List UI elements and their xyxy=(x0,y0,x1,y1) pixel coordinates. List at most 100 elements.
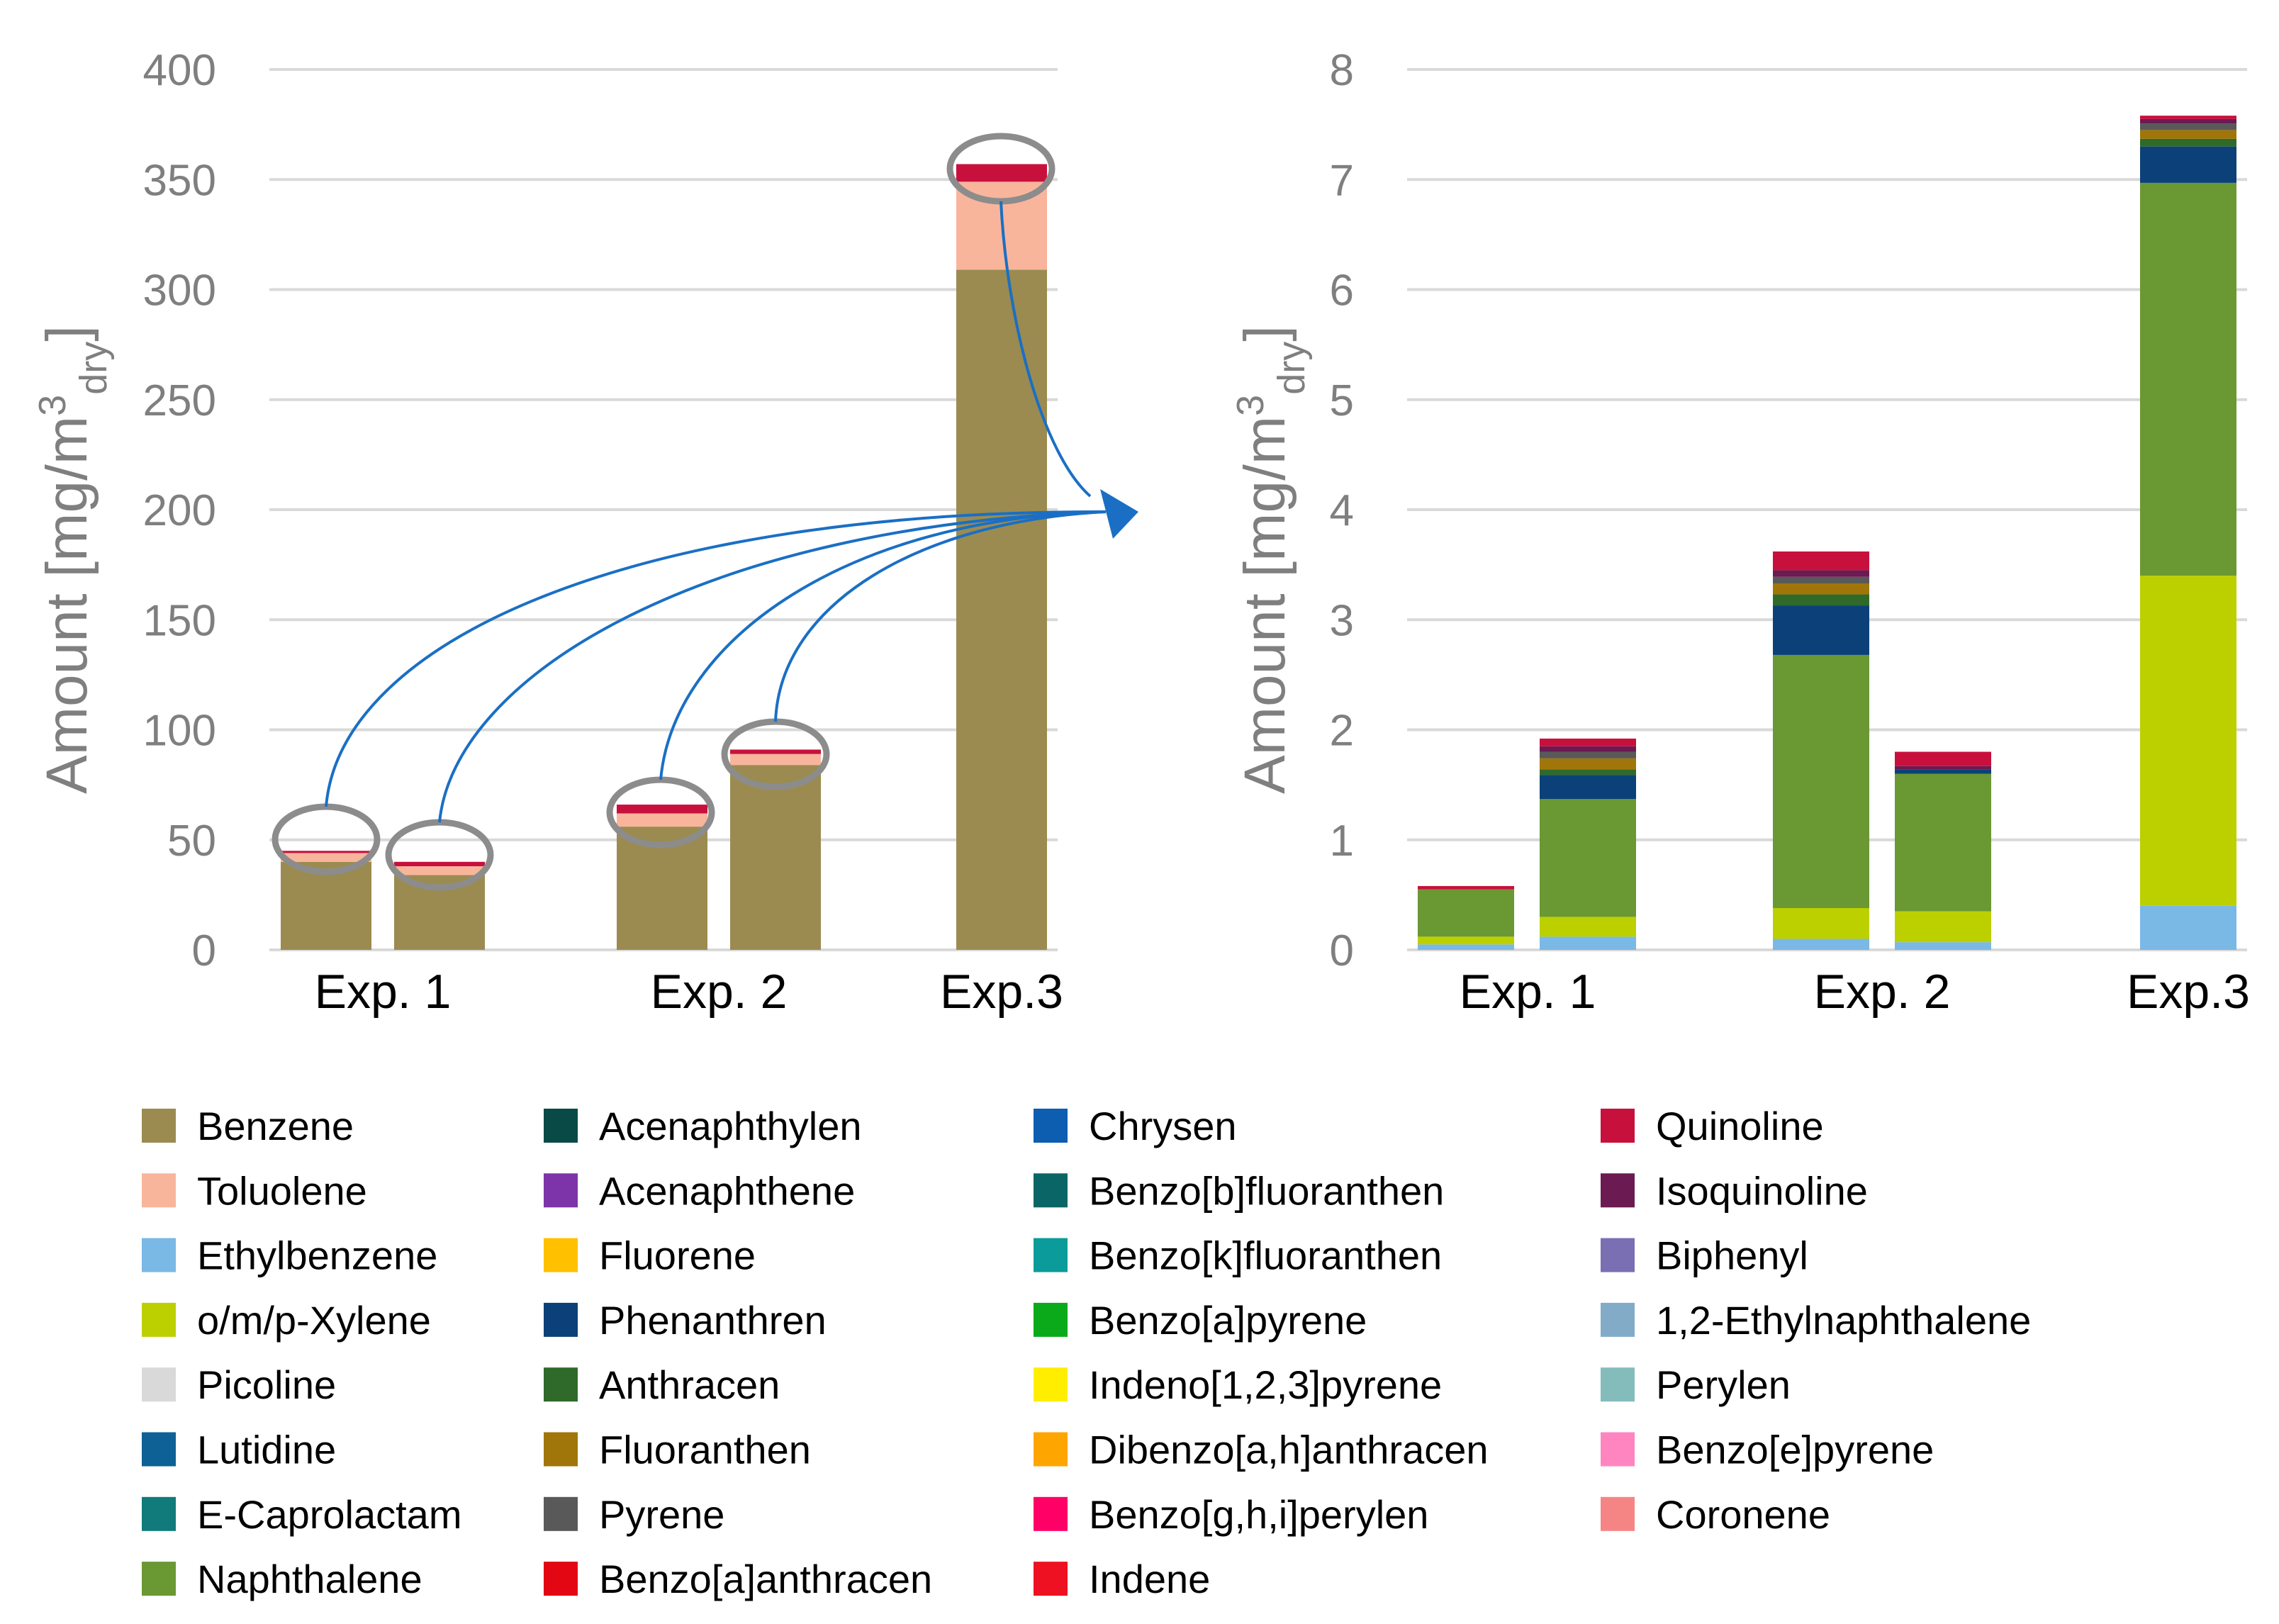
legend-item: Phenanthren xyxy=(544,1298,827,1343)
legend-item: Pyrene xyxy=(544,1492,724,1537)
bar-segment-quinoline xyxy=(1773,551,1869,571)
x-category-label: Exp. 2 xyxy=(1814,965,1951,1019)
y-tick-label: 7 xyxy=(1330,156,1354,205)
bar-segment-toluolene xyxy=(394,866,485,875)
bar-segment-quinoline xyxy=(1895,751,1991,766)
stacked-bar xyxy=(1773,551,1869,950)
connector-exp1-bar1 xyxy=(325,510,1107,807)
legend-label: Picoline xyxy=(197,1362,336,1407)
connector-exp1-bar2 xyxy=(438,510,1107,823)
legend-item: Dibenzo[a,h]anthracen xyxy=(1034,1428,1489,1472)
bar-segment-benzene xyxy=(730,765,821,950)
legend-item: Acenaphthene xyxy=(544,1168,855,1213)
legend-label: 1,2-Ethylnaphthalene xyxy=(1656,1298,2031,1343)
annotation-arrows xyxy=(325,201,1138,823)
legend-swatch xyxy=(1034,1109,1068,1143)
legend-item: Picoline xyxy=(142,1362,336,1407)
bar-segment-naphthalene xyxy=(1895,773,1991,912)
legend-swatch xyxy=(142,1432,176,1467)
stacked-bar xyxy=(2140,116,2236,950)
bar-segment-phenanthren xyxy=(1773,605,1869,655)
legend-item: Anthracen xyxy=(544,1362,780,1407)
legend-label: Ethylbenzene xyxy=(197,1233,437,1278)
legend-swatch xyxy=(544,1173,578,1208)
bar-segment-fluoranthen xyxy=(2140,130,2236,139)
bar-segment-anthracen xyxy=(1773,594,1869,606)
bar-segment-isoquinoline xyxy=(1540,746,1636,752)
stacked-bar xyxy=(730,749,821,950)
legend-label: Toluolene xyxy=(197,1168,367,1213)
y-tick-label: 4 xyxy=(1330,486,1354,535)
right-y-axis-label: Amount [mg/m3dry] xyxy=(1229,325,1313,794)
legend-swatch xyxy=(1034,1302,1068,1337)
x-category-label: Exp. 2 xyxy=(651,965,788,1019)
bar-segment-quinoline xyxy=(1418,885,1514,890)
stacked-bar xyxy=(1418,885,1514,950)
legend-swatch xyxy=(1034,1173,1068,1208)
bar-segment-fluoranthen xyxy=(1540,758,1636,770)
right-bars xyxy=(1418,116,2236,950)
legend-item: Acenaphthylen xyxy=(544,1104,862,1148)
legend-label: Benzo[k]fluoranthen xyxy=(1089,1233,1442,1278)
y-tick-label: 8 xyxy=(1330,46,1354,95)
legend-label: Anthracen xyxy=(599,1362,780,1407)
bar-segment-naphthalene xyxy=(2140,182,2236,576)
legend-item: o/m/p-Xylene xyxy=(142,1298,431,1343)
legend-item: Chrysen xyxy=(1034,1104,1237,1148)
bar-segment-toluolene xyxy=(617,813,707,827)
bar-segment-pyrene xyxy=(2140,123,2236,130)
bar-segment-o-m-p-xylene xyxy=(1773,908,1869,939)
legend-label: Perylen xyxy=(1656,1362,1791,1407)
legend-label: Isoquinoline xyxy=(1656,1168,1868,1213)
bar-segment-pyrene xyxy=(1773,576,1869,584)
stacked-bar xyxy=(1540,738,1636,950)
legend-item: E-Caprolactam xyxy=(142,1492,461,1537)
legend: Benzene Toluolene Ethylbenzene o/m/p-Xylene… xyxy=(142,1104,2031,1601)
bar-segment-phenanthren xyxy=(2140,146,2236,183)
connector-exp3 xyxy=(999,201,1092,498)
connector-exp2-bar1 xyxy=(659,510,1107,780)
bar-segment-isoquinoline xyxy=(1773,570,1869,577)
y-tick-label: 0 xyxy=(192,926,216,975)
legend-item: Naphthalene xyxy=(142,1557,422,1601)
bar-segment-pyrene xyxy=(1540,751,1636,758)
stacked-bar xyxy=(394,861,485,950)
y-tick-label: 400 xyxy=(143,46,216,95)
legend-swatch xyxy=(1034,1496,1068,1531)
legend-swatch xyxy=(544,1562,578,1596)
legend-label: Acenaphthylen xyxy=(599,1104,862,1148)
y-tick-label: 6 xyxy=(1330,267,1354,315)
bar-segment-other xyxy=(617,805,707,814)
legend-label: Fluoranthen xyxy=(599,1428,811,1472)
legend-label: Benzo[g,h,i]perylen xyxy=(1089,1492,1428,1537)
legend-label: Benzene xyxy=(197,1104,354,1148)
annotation-highlights xyxy=(271,133,1055,891)
bar-segment-anthracen xyxy=(2140,138,2236,147)
legend-item: Benzo[b]fluoranthen xyxy=(1034,1168,1444,1213)
y-tick-label: 250 xyxy=(143,376,216,425)
legend-label: Pyrene xyxy=(599,1492,724,1537)
legend-item: Fluoranthen xyxy=(544,1428,811,1472)
legend-swatch xyxy=(544,1432,578,1467)
bar-segment-phenanthren xyxy=(1895,769,1991,774)
right-chart: 0 1 2 3 4 5 6 7 8 Exp. 1 Exp. 2 Exp.3 Amount [mg/m… xyxy=(1229,46,2250,1019)
legend-item: Benzene xyxy=(142,1104,354,1148)
legend-swatch xyxy=(1601,1302,1635,1337)
legend-item: Quinoline xyxy=(1601,1104,1824,1148)
legend-item: 1,2-Ethylnaphthalene xyxy=(1601,1298,2031,1343)
legend-swatch xyxy=(1601,1432,1635,1467)
legend-label: Fluorene xyxy=(599,1233,756,1278)
bar-segment-o-m-p-xylene xyxy=(1540,917,1636,937)
legend-swatch xyxy=(544,1238,578,1272)
legend-item: Benzo[e]pyrene xyxy=(1601,1428,1934,1472)
legend-item: Coronene xyxy=(1601,1492,1830,1537)
bar-segment-benzene xyxy=(281,861,371,950)
stacked-bar xyxy=(1895,751,1991,950)
legend-swatch xyxy=(544,1367,578,1402)
connector-exp2-bar2 xyxy=(774,510,1107,722)
legend-label: Lutidine xyxy=(197,1428,336,1472)
bar-segment-ethylbenzene xyxy=(2140,905,2236,950)
left-gridlines xyxy=(269,68,1058,951)
legend-label: Benzo[b]fluoranthen xyxy=(1089,1168,1444,1213)
